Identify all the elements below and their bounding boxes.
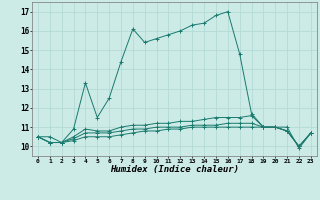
X-axis label: Humidex (Indice chaleur): Humidex (Indice chaleur) [110,165,239,174]
